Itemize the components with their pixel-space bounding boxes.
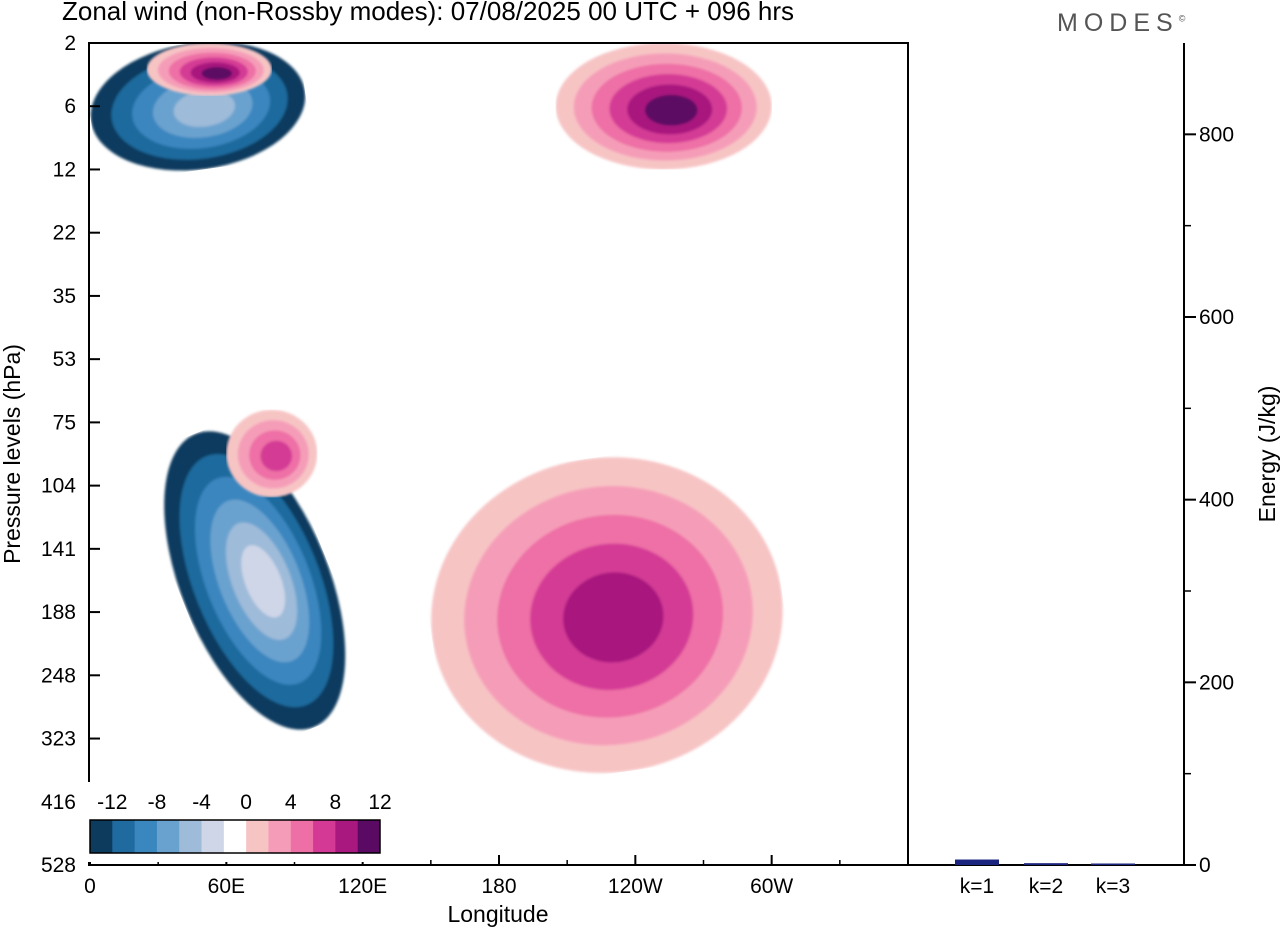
energy-marks: 0 200 400 600 800 k=1 k=2 k=3 bbox=[955, 123, 1234, 898]
colorbar: -12 -8 -4 0 4 8 12 bbox=[85, 782, 392, 862]
brand-text: MODES bbox=[1057, 9, 1179, 37]
energy-category-label: k=3 bbox=[1096, 875, 1130, 898]
y-tick-label: 528 bbox=[41, 854, 76, 877]
colorbar-cell bbox=[112, 820, 136, 853]
colorbar-label: -12 bbox=[97, 791, 127, 814]
energy-tick-label: 400 bbox=[1199, 489, 1234, 512]
colorbar-label: -8 bbox=[148, 791, 167, 814]
contour-level bbox=[563, 572, 664, 663]
contour-feature bbox=[146, 43, 272, 96]
energy-panel bbox=[907, 43, 1185, 866]
y-tick-label: 248 bbox=[41, 664, 76, 687]
y-tick-label: 35 bbox=[53, 285, 76, 308]
energy-bar bbox=[1091, 863, 1135, 865]
chart-title: Zonal wind (non-Rossby modes): 07/08/202… bbox=[62, 0, 794, 26]
energy-bar bbox=[1024, 863, 1068, 865]
colorbar-cell bbox=[134, 820, 158, 853]
contour-level bbox=[173, 90, 235, 127]
colorbar-cell bbox=[179, 820, 202, 853]
y-tick-label: 53 bbox=[53, 348, 76, 371]
energy-bar bbox=[955, 859, 999, 865]
colorbar-cell bbox=[246, 820, 269, 853]
colorbar-cell bbox=[201, 820, 225, 853]
energy-tick-label: 800 bbox=[1199, 123, 1234, 146]
colorbar-cell bbox=[290, 820, 314, 853]
contour-feature bbox=[555, 43, 772, 170]
y-tick-label: 12 bbox=[53, 158, 76, 181]
colorbar-label: 12 bbox=[368, 791, 391, 814]
energy-category-label: k=2 bbox=[1029, 875, 1063, 898]
x-tick-label: 120E bbox=[338, 875, 387, 898]
y-tick-label: 104 bbox=[41, 475, 76, 498]
x-axis: 0 60E 120E 180 120W 60W bbox=[84, 855, 909, 898]
colorbar-label: -4 bbox=[192, 791, 211, 814]
energy-axis-label: Energy (J/kg) bbox=[1254, 386, 1280, 523]
energy-tick-label: 0 bbox=[1199, 854, 1211, 877]
colorbar-cell bbox=[313, 820, 336, 853]
y-tick-label: 75 bbox=[53, 411, 76, 434]
colorbar-cell bbox=[357, 820, 381, 853]
y-tick-label: 22 bbox=[53, 222, 76, 245]
contour-level bbox=[645, 94, 698, 126]
x-tick-label: 180 bbox=[481, 875, 516, 898]
energy-tick-label: 600 bbox=[1199, 306, 1234, 329]
contour-feature bbox=[431, 457, 783, 773]
copyright-mark: © bbox=[1178, 13, 1186, 24]
colorbar-label: 4 bbox=[285, 791, 297, 814]
y-axis: 2 6 12 22 35 53 75 104 141 188 248 323 416 528 bbox=[41, 32, 100, 877]
contour-level bbox=[260, 440, 293, 472]
wind-field bbox=[90, 43, 908, 865]
x-tick-label: 60E bbox=[208, 875, 245, 898]
y-tick-label: 6 bbox=[64, 95, 76, 118]
contour-feature bbox=[226, 409, 318, 498]
colorbar-cell bbox=[90, 820, 113, 853]
colorbar-frame bbox=[89, 819, 381, 854]
contour-level bbox=[241, 545, 286, 618]
energy-tick-label: 200 bbox=[1199, 671, 1234, 694]
colorbar-cell bbox=[268, 820, 292, 853]
colorbar-cell bbox=[223, 820, 247, 853]
y-tick-label: 188 bbox=[41, 601, 76, 624]
y-tick-label: 323 bbox=[41, 728, 76, 751]
colorbar-cell bbox=[156, 820, 180, 853]
y-tick-label: 2 bbox=[64, 32, 76, 55]
y-tick-label: 416 bbox=[41, 791, 76, 814]
x-tick-label: 0 bbox=[84, 875, 96, 898]
colorbar-label: 8 bbox=[330, 791, 342, 814]
y-tick-label: 141 bbox=[41, 538, 76, 561]
energy-category-label: k=1 bbox=[960, 875, 994, 898]
modes-logo: MODES© bbox=[1057, 9, 1185, 38]
x-tick-label: 60W bbox=[750, 875, 793, 898]
x-axis-label: Longitude bbox=[447, 901, 548, 927]
contour-feature bbox=[164, 431, 346, 730]
contour-level bbox=[201, 66, 232, 80]
x-tick-label: 120W bbox=[608, 875, 663, 898]
colorbar-label: 0 bbox=[240, 791, 252, 814]
y-axis-label: Pressure levels (hPa) bbox=[0, 344, 25, 564]
colorbar-cell bbox=[335, 820, 359, 853]
